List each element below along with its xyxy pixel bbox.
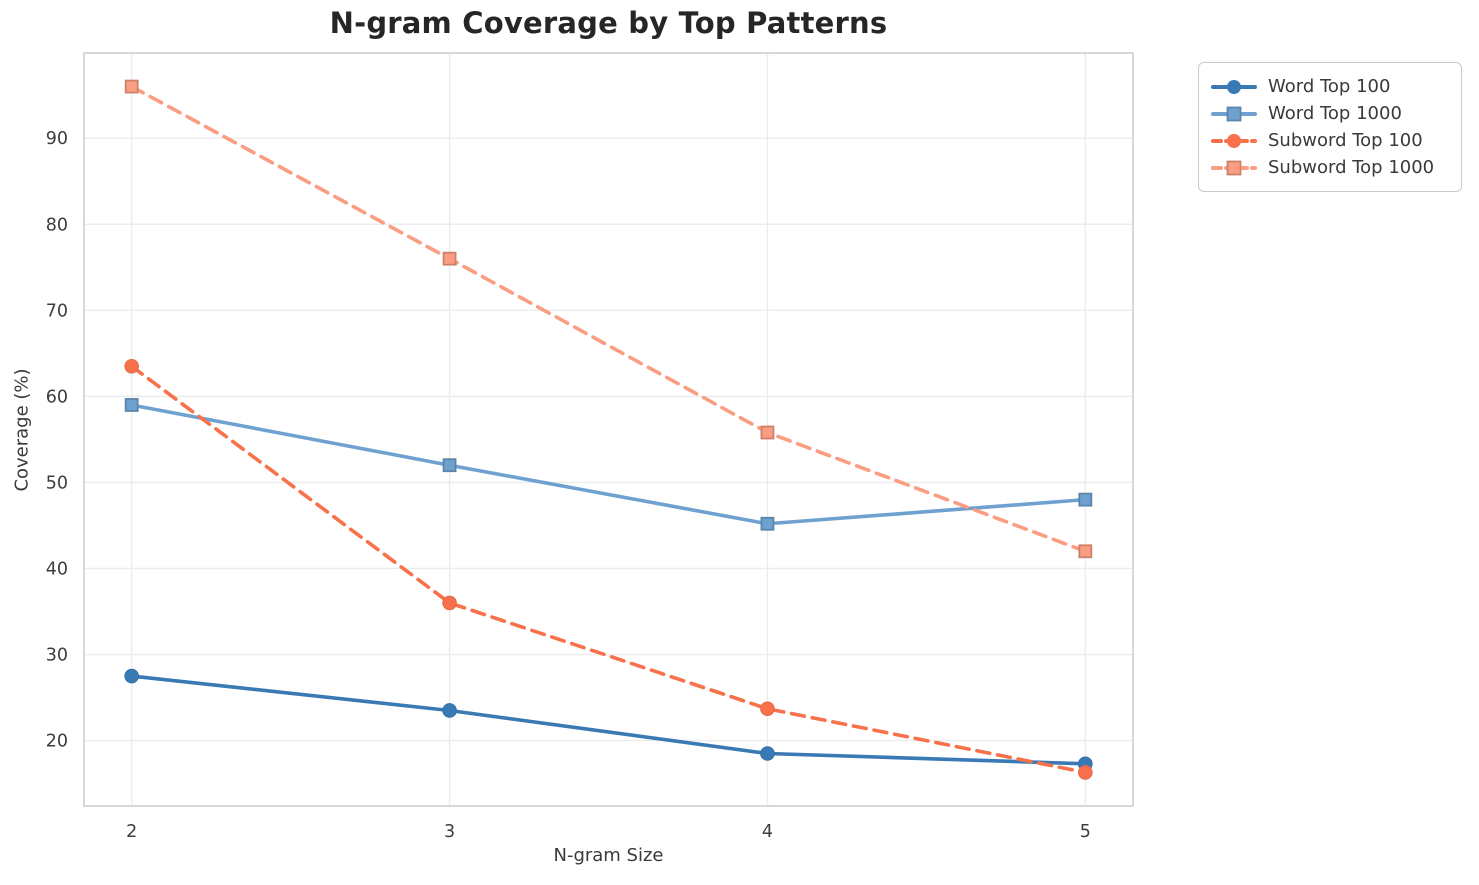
legend-label: Word Top 1000: [1268, 103, 1402, 124]
chart-title: N-gram Coverage by Top Patterns: [329, 6, 888, 40]
x-tick-label: 2: [126, 822, 137, 842]
y-tick-label: 50: [46, 473, 68, 493]
legend-item-subword-top-100: Subword Top 100: [1211, 127, 1447, 154]
legend-sample-line-icon: [1211, 160, 1257, 175]
data-point-marker: [760, 425, 775, 440]
legend: Word Top 100 Word Top 1000 Subword Top 1…: [1198, 62, 1462, 192]
data-point-marker: [760, 746, 775, 761]
y-axis-label: Coverage (%): [11, 368, 33, 492]
legend-label: Word Top 100: [1268, 76, 1391, 97]
x-tick-label: 3: [444, 822, 455, 842]
data-point-marker: [442, 251, 457, 266]
data-point-marker: [1078, 765, 1093, 780]
legend-item-subword-top-1000: Subword Top 1000: [1211, 154, 1447, 181]
data-point-marker: [442, 595, 457, 611]
y-tick-label: 80: [46, 215, 68, 235]
plot-border: [83, 52, 1134, 807]
x-tick-label: 5: [1080, 822, 1091, 842]
data-point-marker: [124, 358, 139, 374]
y-tick-label: 20: [46, 732, 68, 752]
legend-label: Subword Top 100: [1268, 130, 1423, 151]
data-point-marker: [760, 701, 775, 717]
plot-background: [84, 53, 1133, 806]
data-point-marker: [760, 516, 775, 531]
data-point-marker: [1078, 492, 1093, 507]
legend-sample-line-icon: [1211, 133, 1257, 148]
legend-item-word-top-1000: Word Top 1000: [1211, 100, 1447, 127]
series-line-subword-top-1000: [129, 84, 1088, 554]
data-point-marker: [124, 398, 139, 412]
y-tick-label: 40: [46, 559, 68, 579]
data-point-marker: [442, 703, 457, 718]
legend-sample-line-icon: [1211, 106, 1257, 121]
legend-sample-line-icon: [1211, 79, 1257, 94]
data-point-marker: [442, 458, 457, 473]
data-point-marker: [124, 668, 139, 684]
x-axis-label: N-gram Size: [553, 845, 664, 866]
data-point-marker: [124, 79, 139, 94]
data-point-marker: [1078, 544, 1093, 559]
x-tick-label: 4: [762, 822, 773, 842]
y-tick-label: 70: [46, 301, 68, 321]
series-line-subword-top-100: [129, 364, 1088, 775]
series-line-word-top-1000: [129, 403, 1088, 526]
legend-item-word-top-100: Word Top 100: [1211, 73, 1447, 100]
y-tick-label: 90: [46, 129, 68, 149]
legend-label: Subword Top 1000: [1268, 157, 1435, 178]
series-line-word-top-100: [129, 674, 1088, 766]
y-tick-label: 30: [46, 646, 68, 666]
y-tick-label: 60: [46, 387, 68, 407]
